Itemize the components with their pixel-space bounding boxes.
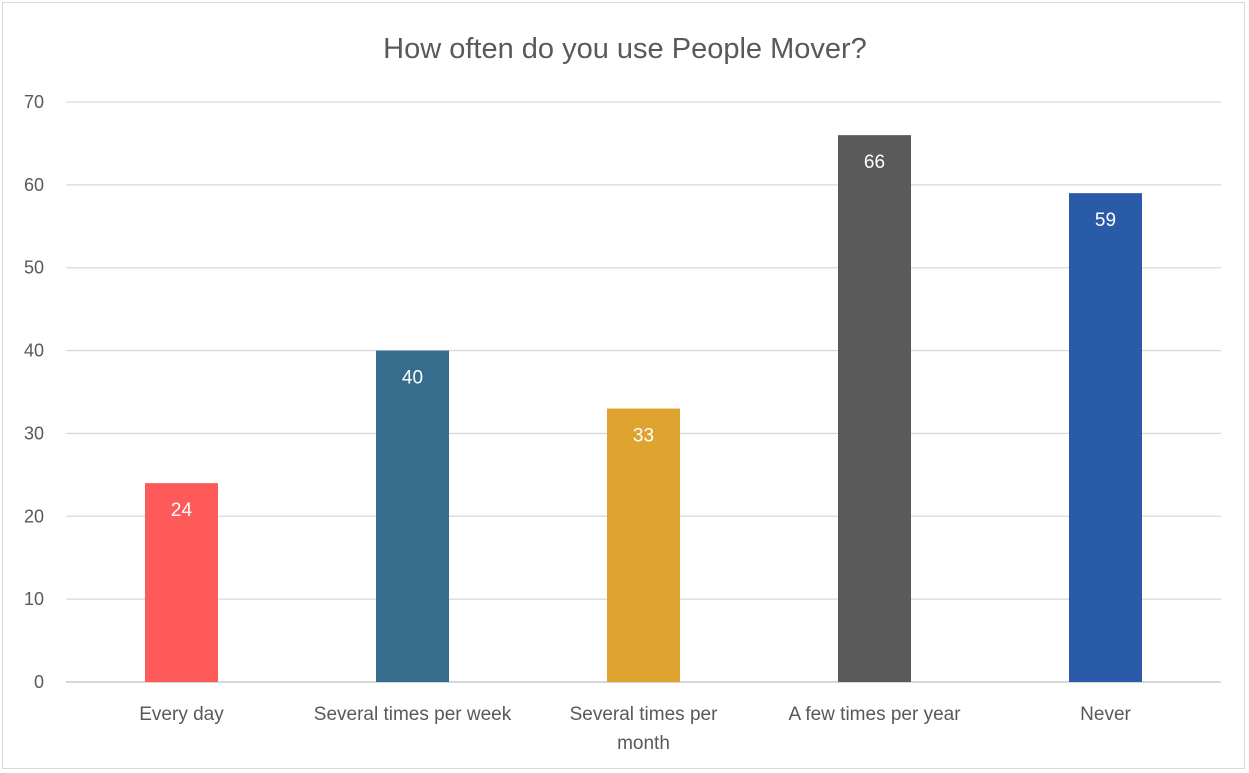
y-tick-label: 10 — [24, 589, 44, 609]
y-tick-label: 30 — [24, 423, 44, 443]
x-tick-label: A few times per year — [788, 704, 961, 725]
x-tick-label: Never — [1080, 704, 1131, 725]
data-label: 40 — [402, 368, 423, 389]
bar — [1069, 193, 1142, 682]
bar — [145, 483, 218, 682]
data-label: 33 — [633, 426, 654, 447]
bar — [838, 135, 911, 683]
y-tick-label: 60 — [24, 175, 44, 195]
bar — [376, 350, 449, 682]
y-tick-label: 50 — [24, 258, 44, 278]
x-tick-label: Every day — [139, 704, 224, 725]
y-tick-label: 70 — [24, 92, 44, 112]
y-tick-label: 20 — [24, 506, 44, 526]
data-labels: 24 40 33 66 59 — [171, 152, 1116, 521]
bar — [607, 408, 680, 682]
x-tick-label: Several times per — [570, 704, 719, 725]
y-tick-label: 0 — [34, 672, 44, 692]
gridlines — [66, 101, 1221, 683]
chart-title: How often do you use People Mover? — [383, 33, 867, 65]
bars — [145, 135, 1142, 683]
data-label: 24 — [171, 500, 193, 521]
x-tick-label: month — [617, 733, 670, 754]
y-axis-ticks: 0 10 20 30 40 50 60 70 — [24, 92, 44, 692]
x-axis-ticks: Every day Several times per week Several t… — [139, 704, 1131, 754]
data-label: 59 — [1095, 210, 1116, 231]
data-label: 66 — [864, 152, 885, 173]
x-tick-label: Several times per week — [314, 704, 512, 725]
y-tick-label: 40 — [24, 341, 44, 361]
